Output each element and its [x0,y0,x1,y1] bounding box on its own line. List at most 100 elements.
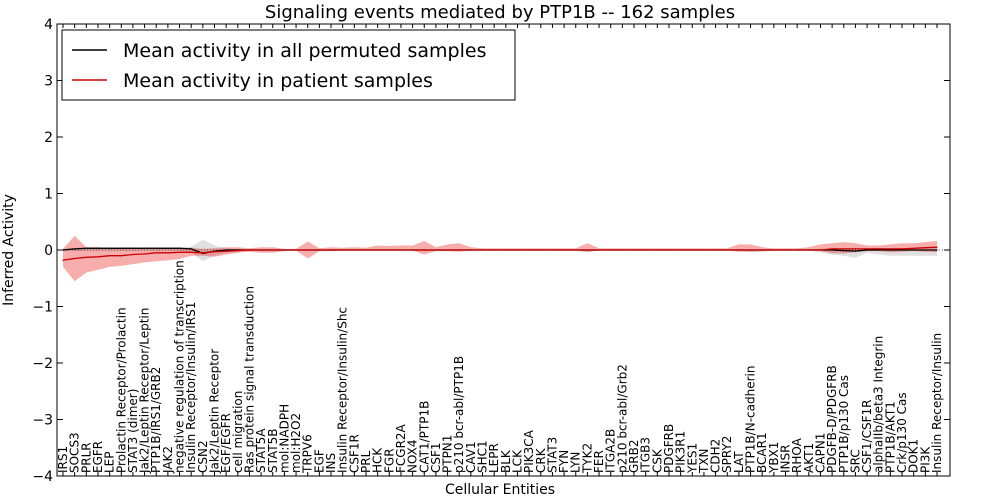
x-category-label: YES1 [685,443,699,474]
data-point [272,249,274,251]
x-category-label: PI3K [918,446,932,473]
x-category-label: p210 bcr-abl/PTP1B [452,356,466,473]
x-category-label: YBX1 [767,442,781,474]
data-point [749,249,752,251]
data-point [132,247,134,249]
data-point [656,249,658,251]
x-axis-label: Cellular Entities [445,482,555,498]
legend: Mean activity in all permuted samples Me… [61,29,516,101]
x-category-label: CSF1R [347,434,361,473]
x-category-label: CSF1 [429,442,443,473]
data-point [924,247,926,249]
data-point [901,249,903,251]
data-point [178,251,181,253]
data-point [738,249,740,251]
data-point [400,249,402,251]
x-category-label: LYN [569,452,583,473]
data-point [819,249,822,251]
data-point [225,249,227,251]
data-point [866,248,868,250]
data-point [202,252,204,254]
data-point [85,256,87,258]
data-point [843,250,845,252]
legend-box [61,29,516,101]
x-category-label: CAV1 [464,441,478,473]
data-point [878,248,880,250]
x-category-label: BCAR1 [755,432,769,473]
data-point [190,248,192,250]
x-category-label: mol:H2O2 [289,413,303,473]
data-point [831,249,833,251]
x-category-label: AKT1 [802,443,816,473]
data-point [342,249,344,251]
data-point [458,249,460,251]
data-point [423,249,425,251]
data-point [831,248,833,250]
chart-title: Signaling events mediated by PTP1B -- 16… [265,2,735,23]
data-point [470,249,472,251]
x-category-label: LEP [103,451,117,473]
data-point [540,249,542,251]
x-category-label: PTP1B/AKT1 [883,401,897,473]
data-point [213,251,216,253]
y-tick-label: 0 [44,243,53,259]
data-point [773,249,775,251]
x-category-label: INS [324,453,338,473]
x-category-label: FYN [557,450,571,473]
data-point [551,249,554,251]
data-point [878,249,880,251]
x-category-label: FER [592,450,606,473]
x-category-label: Prolactin Receptor/Prolactin [114,307,128,473]
data-point [505,249,507,251]
data-point [74,248,76,250]
y-tick-label: 4 [44,17,53,33]
data-point [120,247,122,249]
data-point [598,249,600,251]
x-category-label: PTPN1 [441,435,455,473]
data-point [715,249,717,251]
x-category-label: SOCS3 [68,432,82,473]
data-point [62,259,64,261]
data-point [913,247,915,249]
data-point [388,249,390,251]
x-category-label: SHC1 [476,440,490,473]
data-point [120,255,122,257]
data-point [237,250,239,252]
data-point [377,249,379,251]
data-point [109,255,111,257]
data-point [190,251,192,253]
data-point [854,248,857,250]
y-tick-label: −3 [32,413,53,429]
x-category-label: PDGFRB [662,424,676,473]
data-point [843,248,845,250]
x-category-label: PIK3CA [522,429,536,473]
x-category-label: ITGA2B [604,429,618,473]
x-category-label: CAT1/PTP1B [417,401,431,473]
x-category-label: PIK3R1 [674,431,688,473]
x-category-label: NOX4 [406,439,420,473]
x-category-label: Crk/p130 Cas [895,392,909,473]
y-tick-label: 3 [44,74,53,90]
x-category-label: FCGR2A [394,423,408,473]
y-tick-label: 2 [44,130,53,146]
data-point [936,246,938,248]
data-point [691,249,693,251]
plot-area [57,235,950,282]
data-point [784,249,787,251]
data-point [155,247,157,249]
x-category-label: IRS1 [56,446,70,473]
y-tick-label: 1 [44,187,53,203]
data-point [645,249,647,251]
x-category-label: p210 bcr-abl/Grb2 [615,364,629,473]
y-tick-label: −4 [32,469,53,485]
x-category-label: EGF/EGFR [219,413,233,473]
data-point [726,249,728,251]
x-category-label: GRB2 [627,439,641,473]
data-point [761,249,763,251]
data-point [295,249,297,251]
x-category-label: SPRY2 [720,436,734,473]
x-category-label: CSK [650,448,664,473]
data-point [248,249,251,251]
data-point [481,249,484,251]
